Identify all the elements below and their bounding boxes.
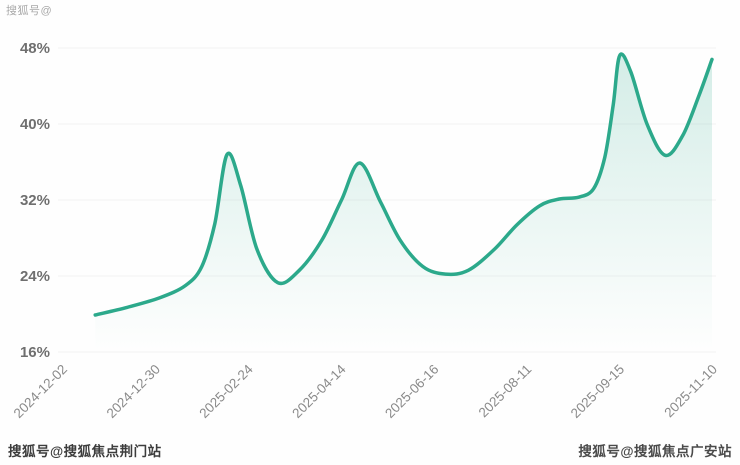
x-axis-label: 2025-09-15	[568, 362, 627, 421]
x-axis-label: 2025-02-24	[196, 361, 256, 421]
y-axis-label: 16%	[20, 344, 50, 361]
y-axis-label: 48%	[20, 40, 50, 57]
x-axis-label: 2025-11-10	[661, 362, 720, 421]
x-axis-label: 2024-12-30	[104, 362, 163, 421]
x-axis-label: 2025-06-16	[382, 362, 441, 421]
watermark-bottom-right: 搜狐号@搜狐焦点广安站	[578, 444, 732, 459]
watermark-top-left: 搜狐号@	[6, 5, 53, 17]
x-axis-label: 2024-12-02	[11, 362, 70, 421]
area-fill	[95, 54, 712, 353]
y-axis-label: 32%	[20, 192, 50, 209]
y-axis-label: 40%	[20, 116, 50, 133]
watermark-bottom-left: 搜狐号@搜狐焦点荆门站	[8, 444, 162, 459]
y-axis-labels: 16% 24% 32% 40% 48%	[20, 40, 50, 361]
trend-line	[93, 52, 714, 317]
x-axis-labels: 2024-12-02 2024-12-30 2025-02-24 2025-04-14…	[11, 361, 720, 421]
x-axis-label: 2025-04-14	[289, 361, 349, 421]
x-axis-label: 2025-08-11	[476, 362, 535, 421]
y-axis-label: 24%	[20, 268, 50, 285]
